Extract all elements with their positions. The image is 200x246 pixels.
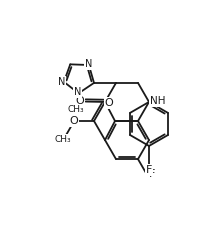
Text: O: O [69, 116, 78, 126]
Text: F: F [145, 165, 151, 175]
Text: NH: NH [150, 96, 165, 106]
Text: O: O [104, 98, 113, 108]
Text: N: N [58, 77, 65, 87]
Text: N: N [85, 59, 92, 69]
Text: N: N [74, 87, 81, 97]
Text: O: O [75, 95, 84, 106]
Text: CH₃: CH₃ [54, 135, 71, 144]
Text: CH₃: CH₃ [67, 106, 84, 114]
Text: F: F [148, 169, 154, 179]
